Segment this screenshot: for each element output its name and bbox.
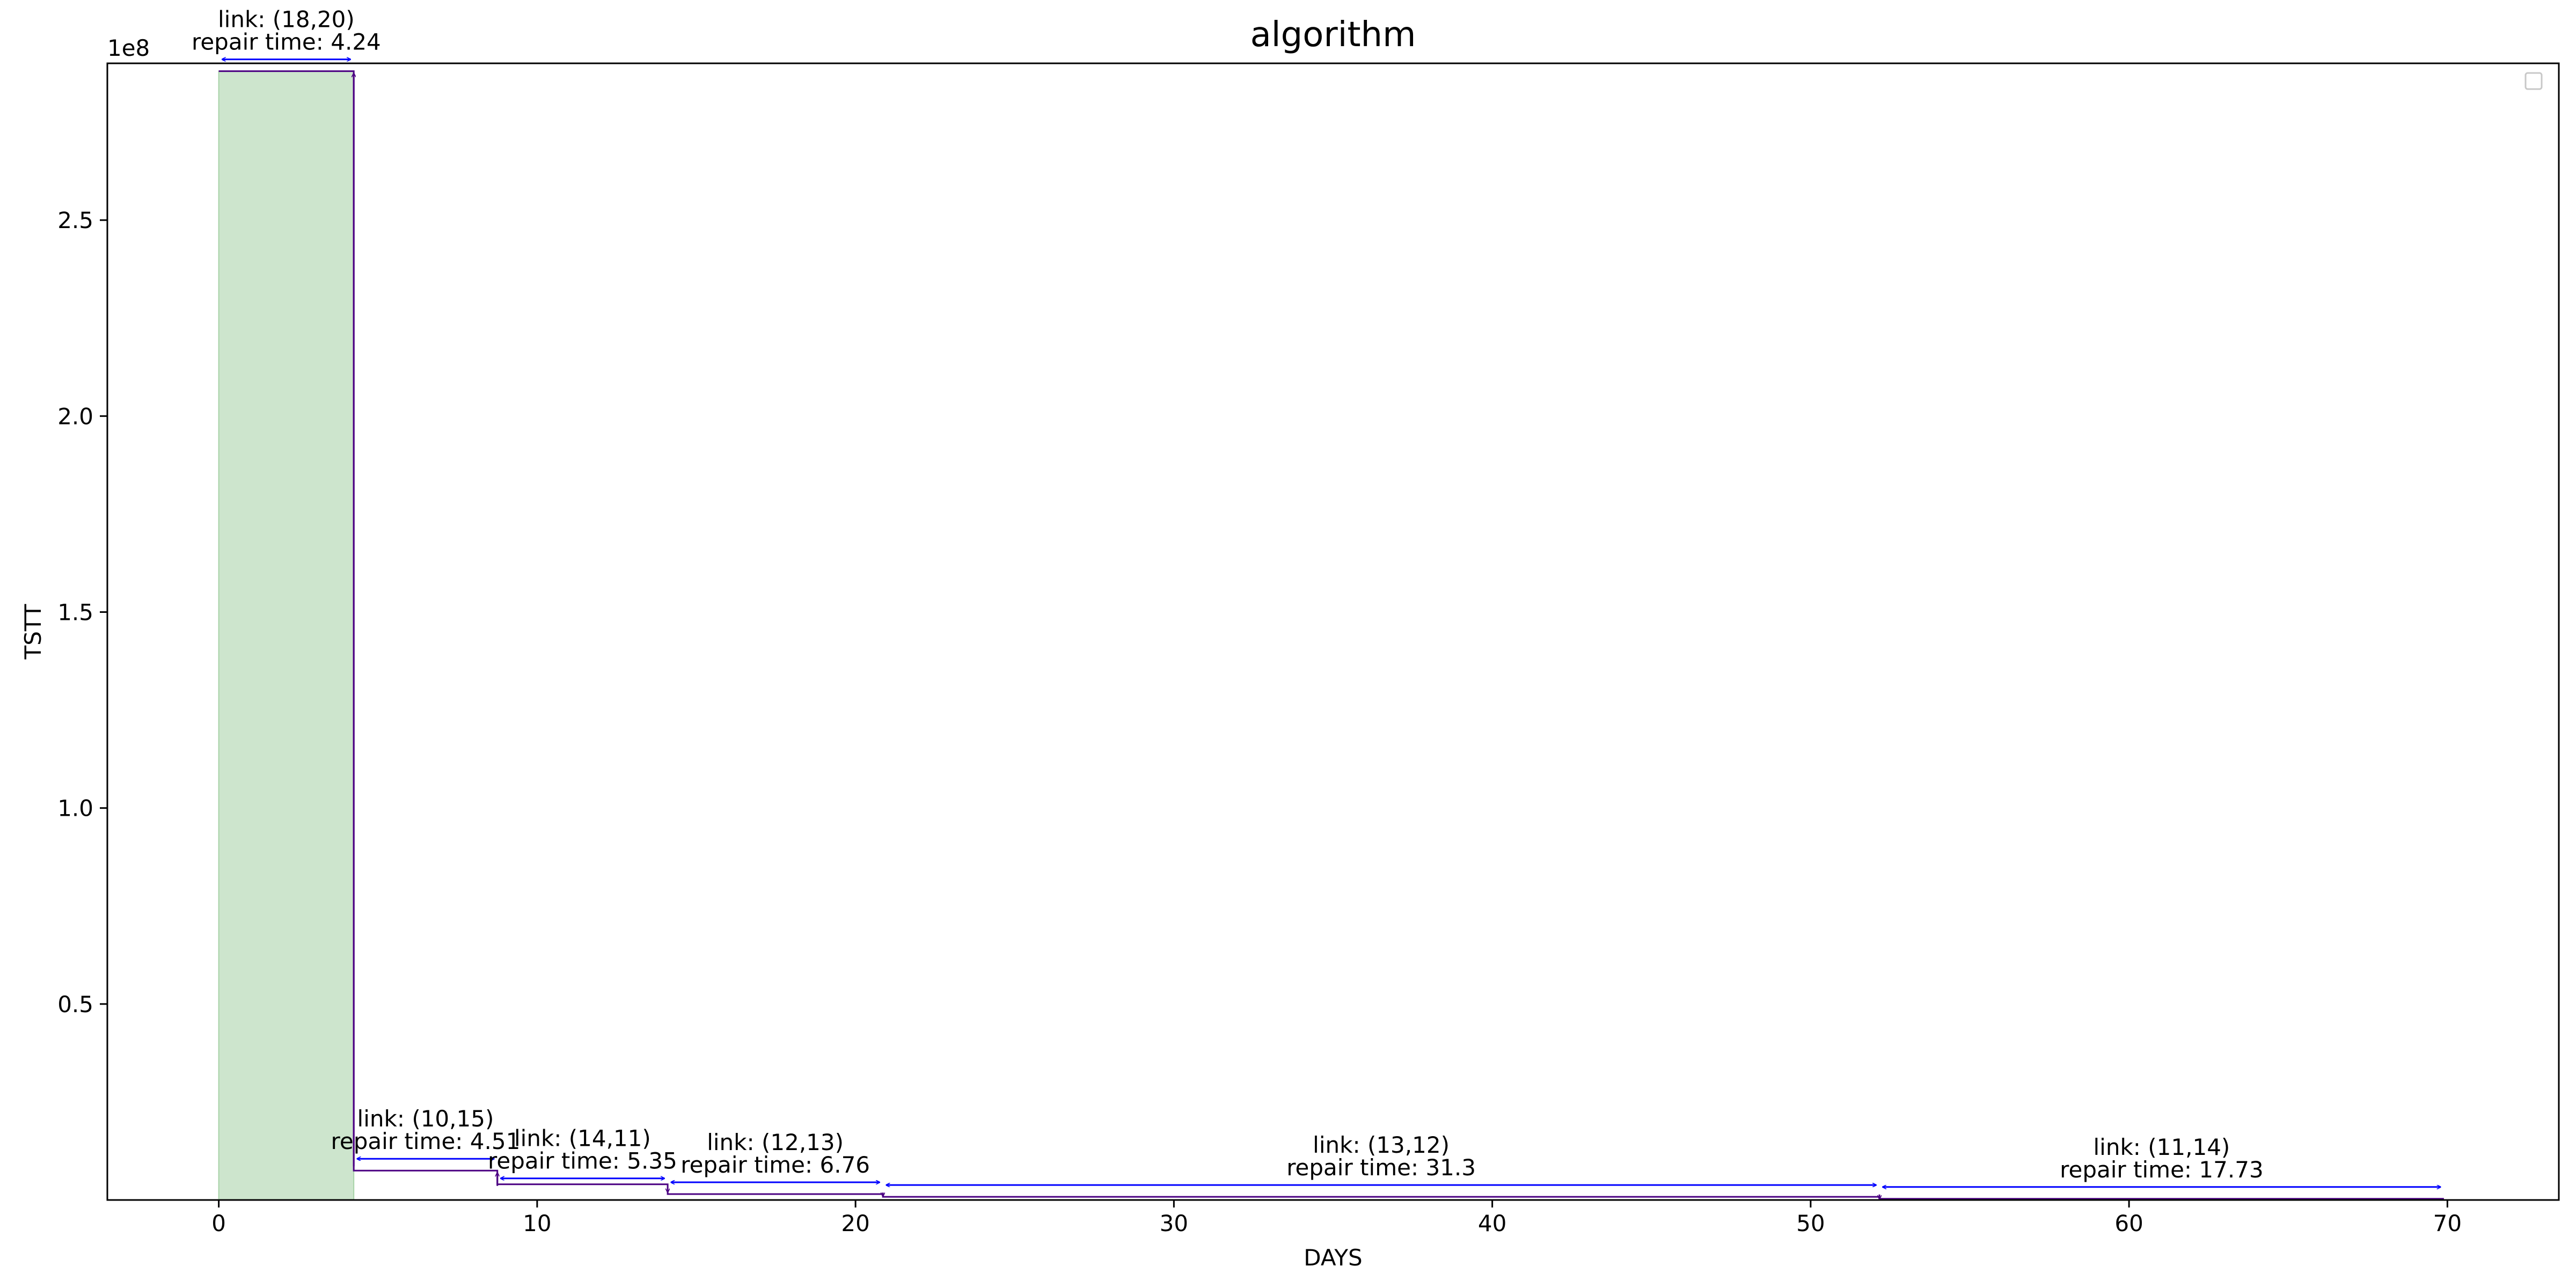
x-tick-label: 20 [841, 1210, 869, 1236]
repair-link-label: link: (12,13) [707, 1129, 844, 1155]
repair-time-label: repair time: 6.76 [680, 1152, 870, 1178]
y-tick-label: 1.0 [57, 795, 93, 822]
repair-time-label: repair time: 4.51 [331, 1128, 521, 1154]
x-tick-label: 10 [523, 1210, 551, 1236]
x-tick-label: 60 [2114, 1210, 2143, 1236]
x-tick-label: 0 [211, 1210, 226, 1236]
shaded-area [218, 70, 355, 1201]
y-axis: 0.5 1.0 1.5 2.0 2.5 [57, 207, 107, 1018]
x-tick-label: 30 [1160, 1210, 1188, 1236]
x-tick-label: 50 [1796, 1210, 1825, 1236]
x-axis: 0 10 20 30 40 50 60 70 [211, 1200, 2462, 1236]
x-axis-label: DAYS [1304, 1245, 1362, 1271]
repair-link-label: link: (13,12) [1313, 1132, 1450, 1158]
repair-link-label: link: (10,15) [357, 1106, 494, 1132]
chart-title: algorithm [1250, 15, 1416, 55]
plot-frame [106, 62, 2560, 1201]
plot-area [218, 70, 2444, 1201]
x-tick-label: 40 [1478, 1210, 1506, 1236]
repair-link-label: link: (18,20) [218, 6, 355, 33]
legend-box [2524, 72, 2543, 90]
repair-time-label: repair time: 4.24 [192, 29, 381, 55]
y-axis-label: TSTT [20, 604, 46, 660]
repair-time-label: repair time: 17.73 [2060, 1157, 2264, 1183]
repair-link-label: link: (14,11) [514, 1125, 651, 1152]
repair-annotations: link: (18,20)repair time: 4.24 link: (10,… [192, 6, 2441, 1199]
tstt-step-line [218, 70, 2444, 1200]
y-tick-label: 0.5 [57, 991, 93, 1018]
repair-time-label: repair time: 31.3 [1286, 1154, 1476, 1181]
repair-time-label: repair time: 5.35 [488, 1148, 677, 1174]
x-tick-label: 70 [2433, 1210, 2462, 1236]
y-tick-label: 2.0 [57, 403, 93, 429]
y-tick-label: 1.5 [57, 599, 93, 625]
y-multiplier-label: 1e8 [107, 35, 150, 61]
y-tick-label: 2.5 [57, 207, 93, 233]
repair-link-label: link: (11,14) [2094, 1134, 2230, 1160]
